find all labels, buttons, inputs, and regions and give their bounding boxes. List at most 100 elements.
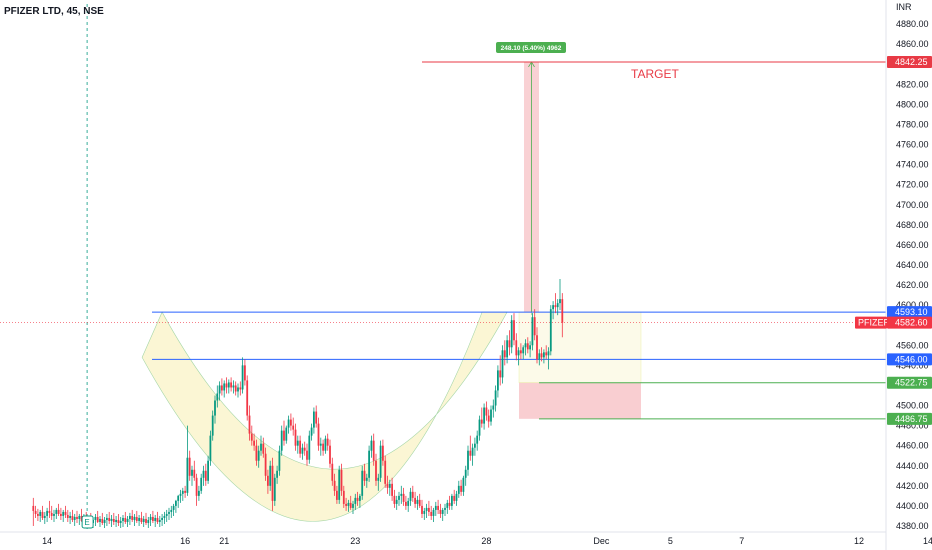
candle-body — [556, 303, 559, 308]
candle — [276, 465, 278, 484]
candle — [556, 299, 559, 316]
candle-body — [492, 405, 495, 410]
candle-body — [439, 509, 442, 514]
candle — [457, 480, 460, 498]
candle — [338, 465, 341, 504]
candle-body — [248, 415, 251, 434]
candle-body — [200, 477, 203, 491]
candle — [133, 513, 136, 526]
candle-body — [446, 502, 449, 508]
candle-body — [329, 445, 331, 464]
candle — [76, 510, 78, 523]
candle — [405, 495, 407, 510]
candle-body — [163, 515, 166, 518]
y-tick-label: 4660.00 — [896, 240, 929, 250]
candle — [41, 505, 44, 520]
candle-body — [552, 305, 554, 310]
candle — [430, 505, 433, 520]
candle-body — [262, 443, 265, 454]
candle-body — [198, 490, 200, 496]
candle-body — [273, 477, 276, 501]
candle-body — [416, 499, 419, 504]
candle — [421, 499, 423, 518]
candle — [177, 494, 180, 508]
candle-body — [386, 483, 389, 488]
candle-body — [347, 502, 350, 506]
candle-body — [202, 470, 205, 478]
candle-body — [285, 427, 288, 441]
candle — [209, 430, 212, 466]
candle — [239, 381, 242, 396]
candle-body — [331, 463, 334, 481]
candle-body — [326, 438, 329, 446]
candle — [434, 501, 437, 516]
candle-body — [145, 518, 147, 523]
candle — [250, 425, 253, 446]
candle — [361, 465, 364, 500]
candle-body — [223, 383, 226, 391]
candle-body — [257, 450, 260, 461]
candle — [175, 499, 177, 513]
candle — [156, 511, 159, 524]
candle — [135, 510, 138, 523]
candle — [122, 514, 124, 527]
price-tag-label-3: 4522.75 — [895, 378, 928, 388]
candle-body — [517, 350, 520, 356]
candle — [549, 305, 552, 356]
candle-body — [193, 469, 196, 478]
candle-body — [497, 370, 499, 391]
candle — [306, 443, 308, 466]
candle — [172, 503, 175, 516]
candle — [154, 514, 157, 527]
candle — [62, 509, 65, 522]
candle-body — [510, 320, 513, 348]
y-tick-label: 4500.00 — [896, 401, 929, 411]
candle — [428, 500, 430, 516]
candle-body — [165, 513, 168, 516]
candle — [319, 437, 322, 456]
candle — [186, 425, 189, 496]
y-tick-label: 4640.00 — [896, 260, 929, 270]
candle-body — [99, 518, 101, 522]
target-label: TARGET — [631, 67, 679, 81]
candle — [267, 469, 269, 494]
candle — [446, 499, 449, 514]
candle — [559, 279, 561, 311]
candle — [372, 433, 375, 466]
candle — [112, 512, 115, 525]
candle — [407, 497, 410, 512]
candle — [471, 443, 474, 466]
candle — [237, 383, 239, 398]
currency-label: INR — [896, 2, 912, 12]
candle-body — [515, 340, 518, 356]
level-lines-layer — [0, 4, 886, 530]
candle — [464, 465, 467, 486]
candle-body — [526, 343, 529, 350]
candle — [506, 335, 508, 364]
candle-body — [43, 515, 46, 518]
candle — [299, 435, 301, 458]
candle — [296, 435, 299, 454]
x-tick-label: Dec — [593, 536, 610, 546]
candle — [48, 500, 51, 518]
candle — [531, 313, 534, 351]
candle-body — [306, 450, 308, 460]
candle-body — [158, 519, 161, 522]
candle-body — [57, 509, 60, 514]
candle — [499, 355, 502, 386]
candle-body — [287, 419, 290, 428]
candle-body — [142, 518, 145, 522]
x-tick-label: 16 — [180, 536, 190, 546]
candle-body — [474, 443, 476, 448]
candle-body — [423, 510, 426, 514]
candle — [269, 460, 272, 491]
candle — [513, 313, 515, 346]
candle-body — [524, 343, 527, 348]
candle-body — [234, 385, 237, 392]
candle-body — [448, 502, 451, 506]
price-tag-3 — [887, 376, 932, 389]
candle-body — [359, 495, 361, 501]
candle-body — [476, 435, 479, 444]
candle — [216, 385, 219, 408]
